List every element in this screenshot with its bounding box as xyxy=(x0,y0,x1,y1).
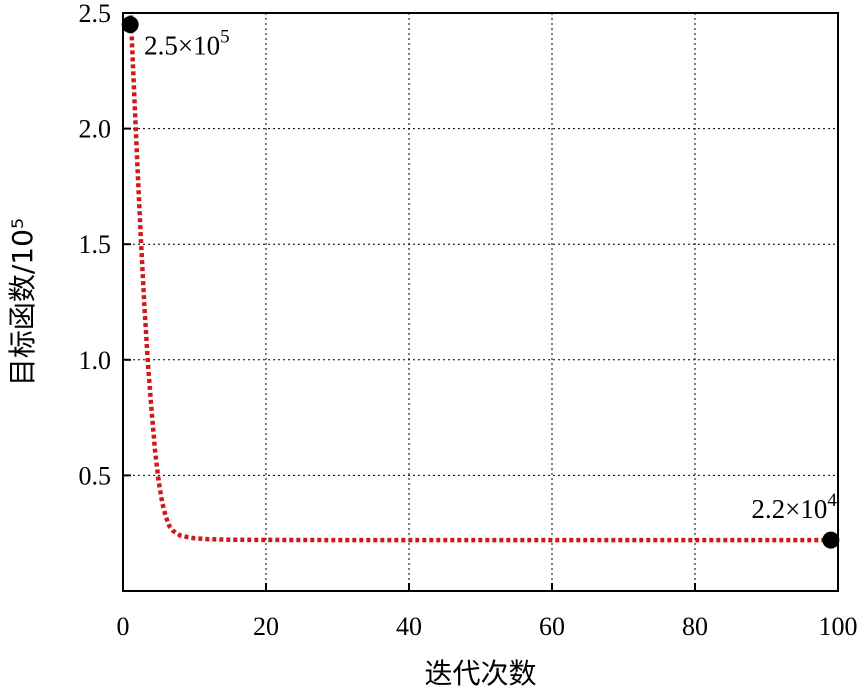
data-point-marker xyxy=(822,531,840,549)
x-tick-label: 100 xyxy=(819,612,858,641)
y-axis-title: 目标函数/10⁵ xyxy=(6,218,39,386)
data-label: 2.5×105 xyxy=(144,27,229,61)
x-tick-label: 60 xyxy=(539,612,565,641)
series-layer xyxy=(128,13,831,543)
x-tick-label: 0 xyxy=(117,612,130,641)
marker-layer: 2.5×105 2.2×104 xyxy=(121,16,840,549)
y-tick-label: 2.0 xyxy=(79,115,112,144)
x-tick-label: 40 xyxy=(396,612,422,641)
series-line xyxy=(128,13,831,543)
ticks: 0 20 40 60 80 100 0.5 1.0 1.5 2.0 2.5 xyxy=(79,0,858,641)
x-tick-label: 20 xyxy=(253,612,279,641)
data-point-marker xyxy=(121,16,139,34)
x-axis-title: 迭代次数 xyxy=(424,657,536,690)
y-tick-label: 0.5 xyxy=(79,461,112,490)
x-tick-label: 80 xyxy=(682,612,708,641)
data-label: 2.2×104 xyxy=(751,490,837,524)
grid xyxy=(123,13,838,591)
y-tick-label: 2.5 xyxy=(79,0,112,28)
y-tick-label: 1.5 xyxy=(79,230,112,259)
y-tick-label: 1.0 xyxy=(79,346,112,375)
plot-frame xyxy=(122,12,839,592)
